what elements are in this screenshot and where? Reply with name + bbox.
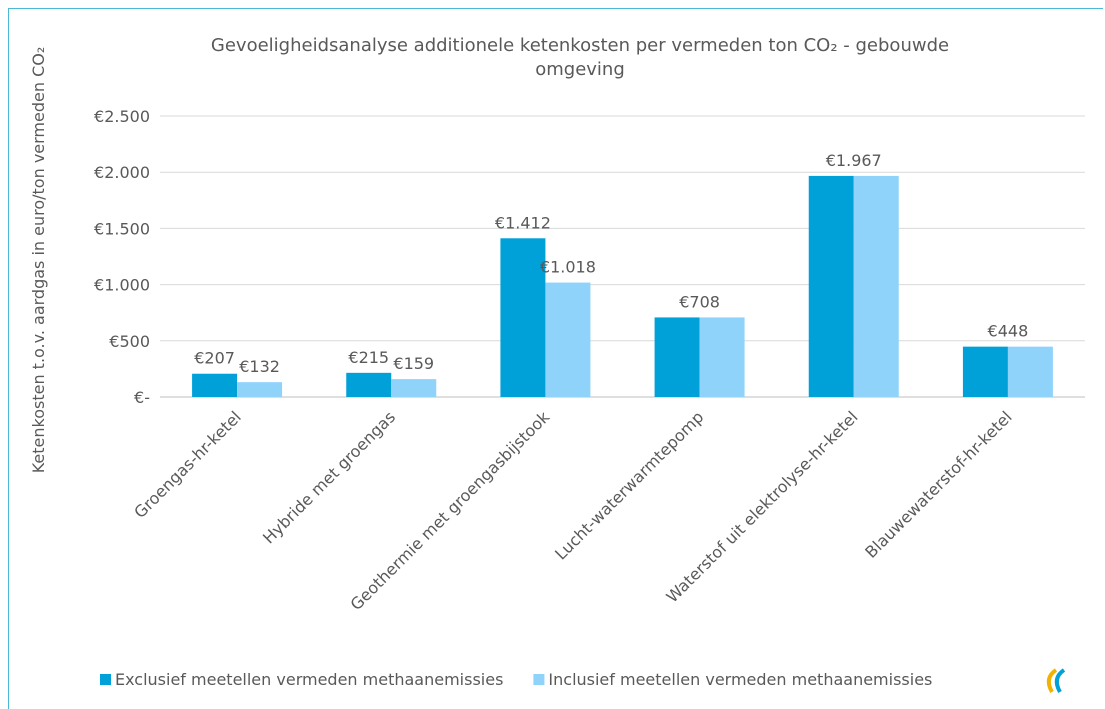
data-label: €1.967 xyxy=(826,151,882,170)
bar xyxy=(346,372,392,397)
x-tick-label: Blauwewaterstof-hr-ketel xyxy=(861,407,1015,561)
x-tick-label: Waterstof uit elektrolyse-hr-ketel xyxy=(663,407,862,606)
data-label: €132 xyxy=(239,357,280,376)
legend-label: Inclusief meetellen vermeden methaanemis… xyxy=(548,670,932,689)
bar xyxy=(237,382,283,397)
x-tick-label: Groengas-hr-ketel xyxy=(130,407,245,522)
bar xyxy=(808,175,854,397)
bar xyxy=(500,238,546,397)
data-label: €207 xyxy=(194,349,235,368)
y-tick-label: €1.500 xyxy=(94,219,150,238)
logo xyxy=(1046,668,1066,693)
data-label: €708 xyxy=(679,292,720,311)
chart-frame xyxy=(8,8,1103,709)
bar xyxy=(962,346,1008,397)
data-label: €215 xyxy=(348,348,389,367)
data-label: €1.412 xyxy=(495,213,551,232)
y-tick-label: €- xyxy=(134,388,150,407)
y-tick-label: €2.500 xyxy=(94,107,150,126)
x-tick-label: Hybride met groengas xyxy=(259,407,399,547)
bar xyxy=(545,282,591,397)
legend-label: Exclusief meetellen vermeden methaanemis… xyxy=(115,670,503,689)
bar xyxy=(853,175,899,397)
y-tick-label: €1.000 xyxy=(94,276,150,295)
y-axis-label: Ketenkosten t.o.v. aardgas in euro/ton v… xyxy=(29,47,48,474)
bar xyxy=(192,373,238,397)
data-label: €159 xyxy=(393,354,434,373)
bar xyxy=(1007,346,1053,397)
bar xyxy=(699,317,745,397)
bar xyxy=(654,317,700,397)
y-tick-label: €500 xyxy=(109,332,150,351)
data-label: €1.018 xyxy=(540,258,596,277)
chart-title: Gevoeligheidsanalyse additionele ketenko… xyxy=(210,35,950,80)
legend-swatch xyxy=(533,674,545,685)
x-tick-label: Lucht-waterwarmtepomp xyxy=(551,407,707,563)
legend-swatch xyxy=(100,674,111,685)
bar xyxy=(391,379,437,397)
data-label: €448 xyxy=(988,322,1029,341)
y-tick-label: €2.000 xyxy=(94,163,150,182)
